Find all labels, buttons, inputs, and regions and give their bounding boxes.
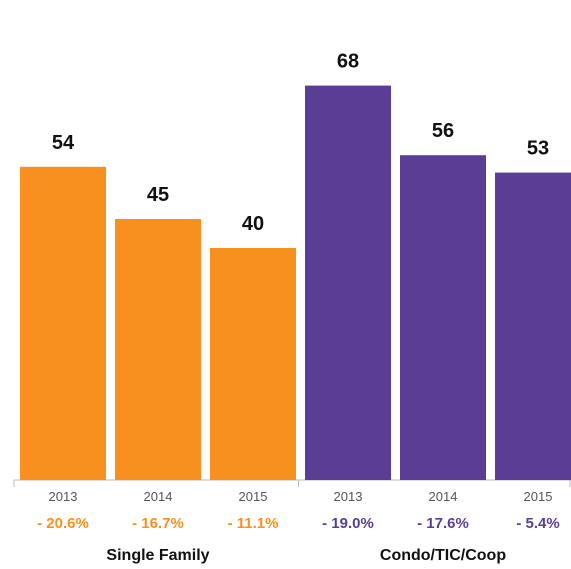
value-label: 54 — [52, 132, 75, 154]
group-label: Single Family — [106, 547, 209, 564]
value-label: 45 — [147, 184, 169, 206]
change-label: - 20.6% — [37, 515, 89, 532]
change-label: - 11.1% — [228, 515, 279, 532]
group-label: Condo/TIC/Coop — [380, 547, 506, 564]
bar-single-family-2013 — [20, 166, 106, 481]
value-label: 40 — [242, 213, 264, 235]
change-label: - 16.7% — [132, 515, 184, 532]
year-label: 2013 — [334, 489, 363, 504]
bar-single-family-2014 — [115, 219, 201, 480]
bar-condo-tic-coop-2015 — [495, 172, 571, 480]
year-label: 2014 — [429, 489, 458, 504]
bar-condo-tic-coop-2013 — [305, 85, 391, 480]
bar-condo-tic-coop-2014 — [400, 155, 486, 480]
value-label: 53 — [527, 138, 549, 160]
value-label: 56 — [432, 120, 454, 142]
value-label: 68 — [337, 51, 359, 73]
year-label: 2014 — [144, 489, 173, 504]
year-label: 2015 — [239, 489, 268, 504]
year-label: 2015 — [524, 489, 553, 504]
year-label: 2013 — [49, 489, 78, 504]
change-label: - 5.4% — [516, 515, 559, 532]
change-label: - 17.6% — [417, 515, 469, 532]
change-label: - 19.0% — [322, 515, 374, 532]
bar-single-family-2015 — [210, 248, 296, 480]
